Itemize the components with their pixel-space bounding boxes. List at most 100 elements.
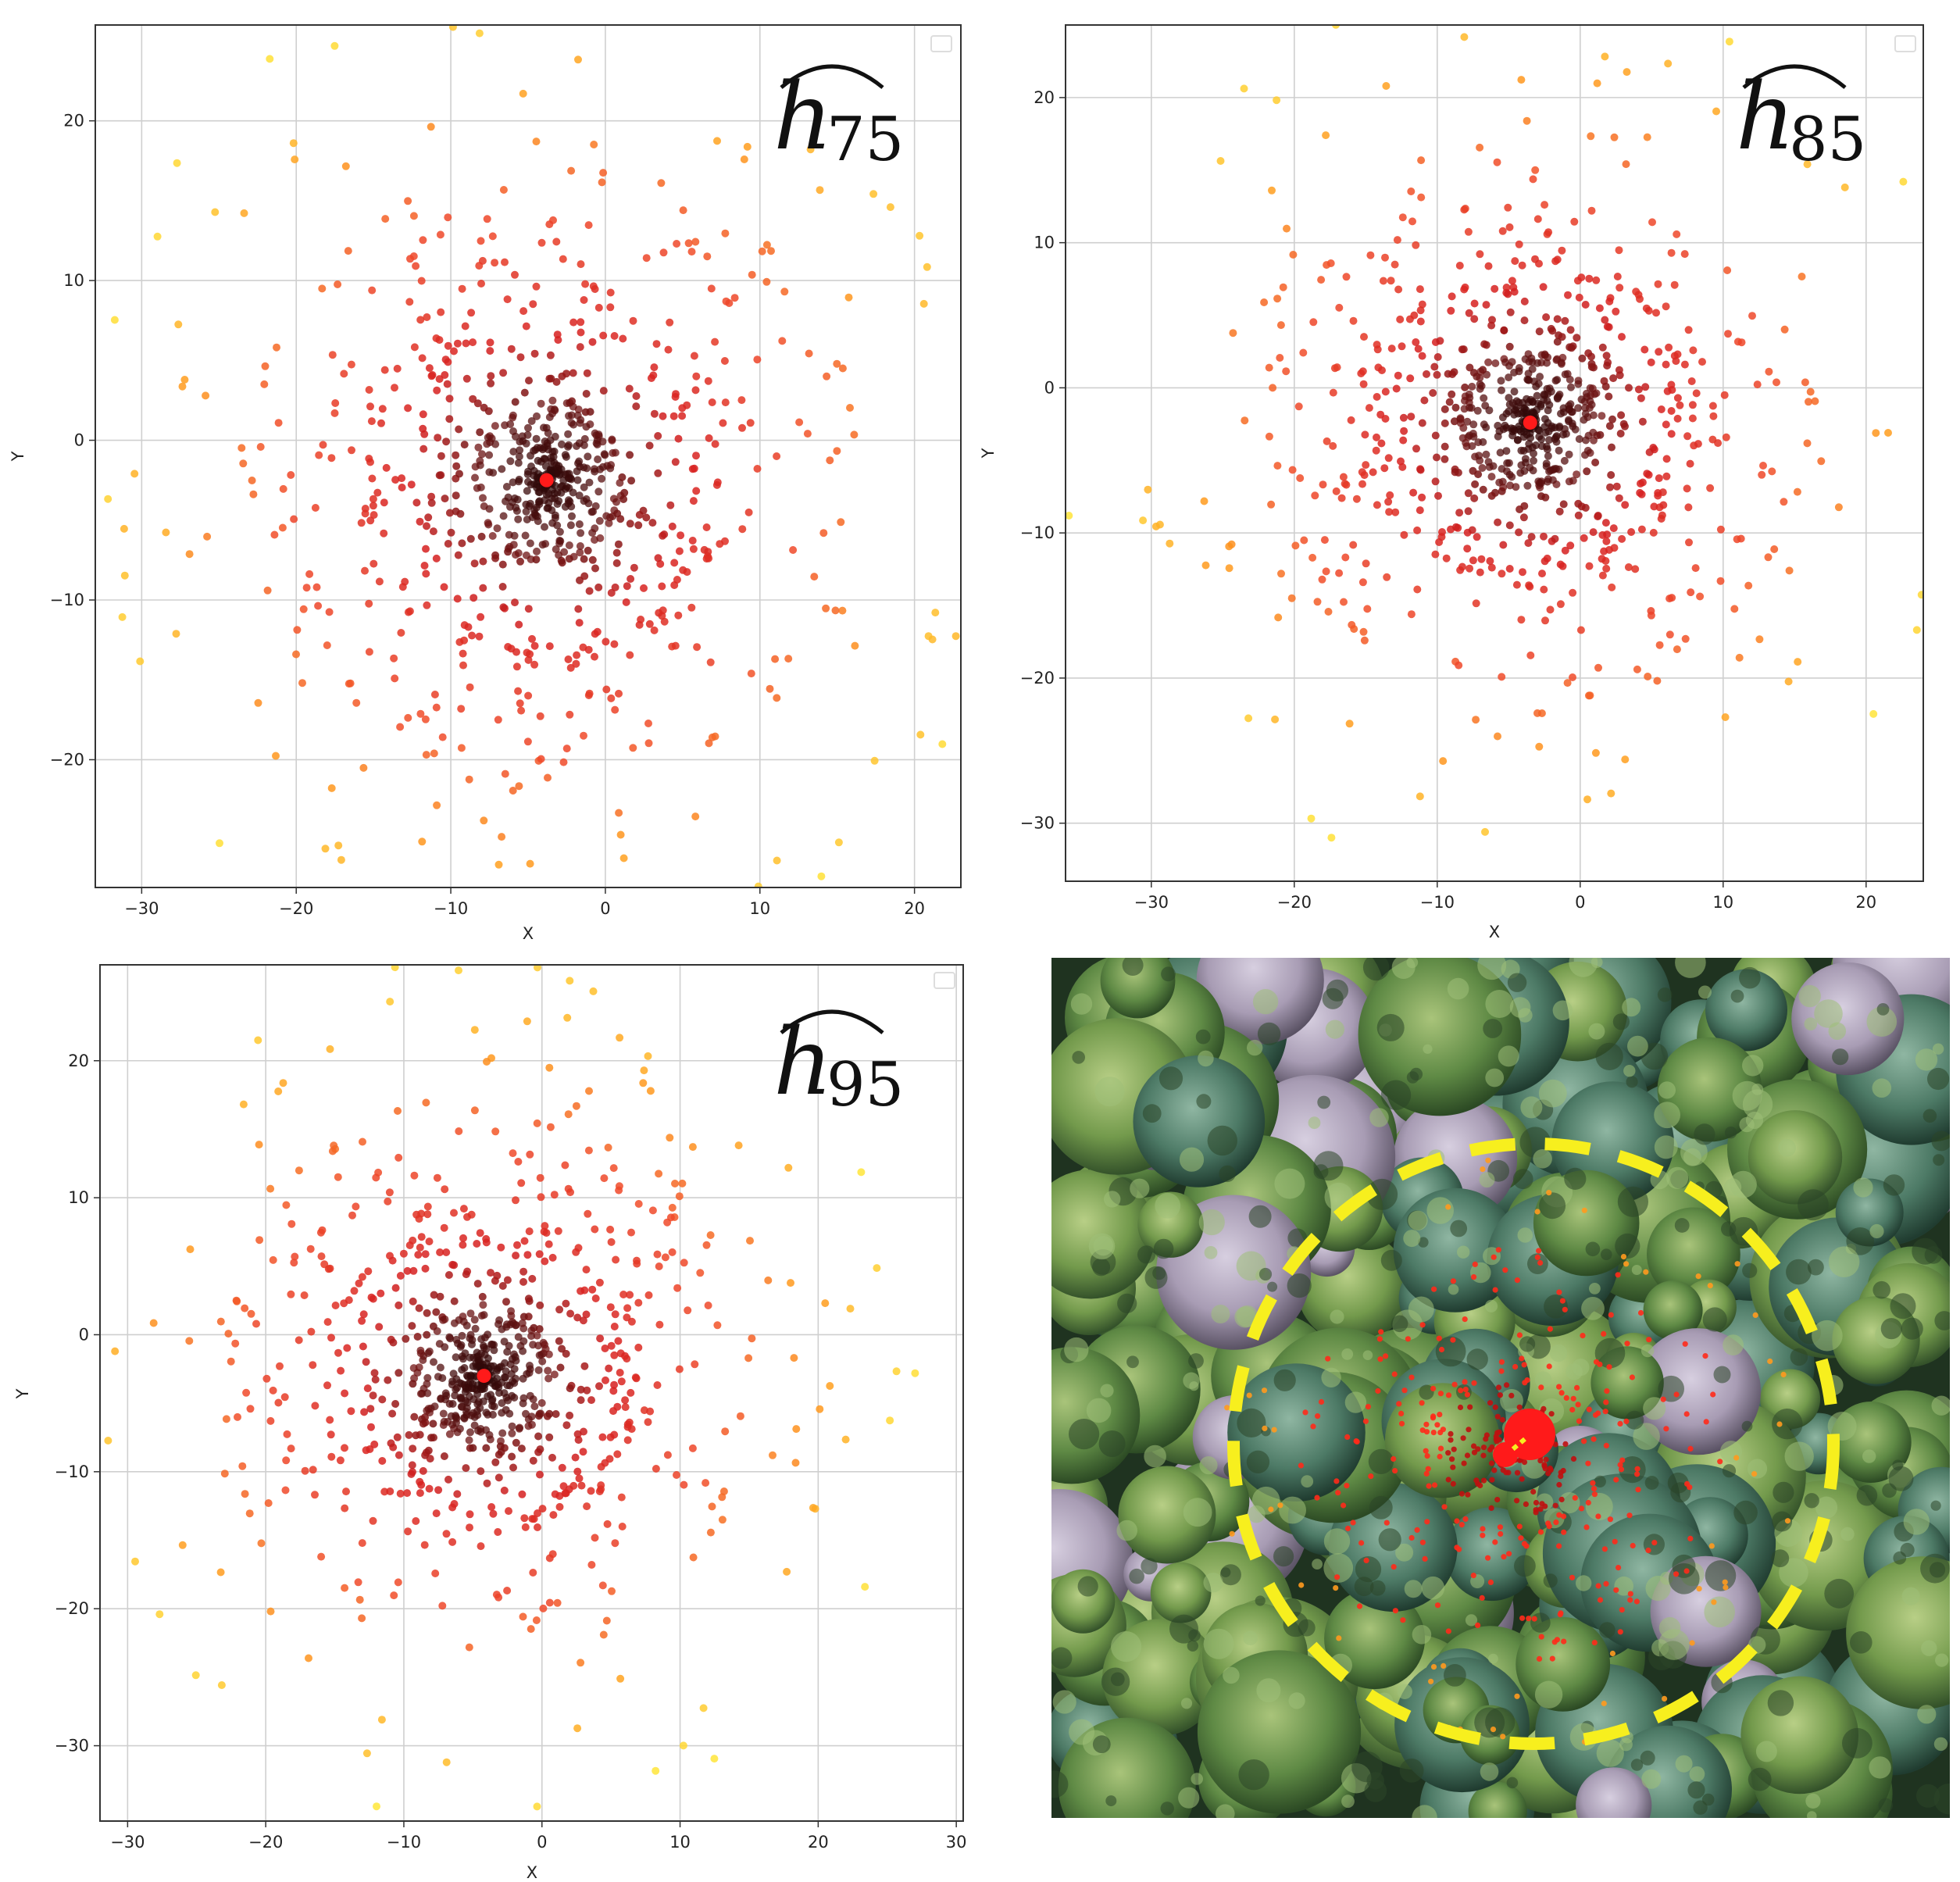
scatter-point-h95 — [414, 1251, 423, 1259]
scatter-point-h95 — [613, 1450, 622, 1459]
scatter-point-h85 — [1724, 330, 1732, 338]
scatter-point-h75 — [650, 626, 659, 634]
scatter-point-h85 — [1708, 402, 1717, 410]
scatter-point-h85 — [1525, 440, 1533, 448]
scatter-point-h95 — [696, 1269, 705, 1277]
scatter-point-h85 — [1335, 569, 1344, 577]
scatter-point-h75 — [361, 566, 369, 575]
photo-point — [1391, 1455, 1397, 1462]
scatter-point-h95 — [469, 1444, 477, 1452]
scatter-point-h85 — [1755, 635, 1764, 644]
scatter-point-h95 — [535, 1325, 544, 1334]
scatter-point-h95 — [503, 1348, 512, 1356]
scatter-point-h75 — [762, 241, 771, 249]
scatter-point-h95 — [548, 1253, 557, 1262]
scatter-point-h95 — [734, 1141, 743, 1150]
scatter-point-h75 — [664, 345, 673, 354]
scatter-point-h95 — [264, 1499, 273, 1507]
scatter-point-h75 — [648, 519, 657, 527]
scatter-point-h85 — [1609, 524, 1618, 533]
scatter-point-h75 — [293, 626, 302, 634]
scatter-point-h95 — [282, 1201, 291, 1209]
foliage-detail — [1581, 1297, 1605, 1320]
scatter-point-h95 — [410, 1374, 419, 1383]
scatter-point-h95 — [588, 1285, 597, 1294]
scatter-point-h95 — [509, 1463, 517, 1472]
scatter-point-h95 — [420, 1541, 429, 1549]
scatter-point-h95 — [245, 1509, 254, 1518]
foliage-detail — [1623, 1065, 1636, 1077]
scatter-point-h85 — [1463, 545, 1472, 553]
scatter-point-h95 — [610, 1351, 619, 1359]
scatter-point-h85 — [1494, 518, 1502, 527]
photo-point — [1485, 1157, 1491, 1163]
scatter-point-h95 — [857, 1168, 866, 1177]
foliage-detail — [1169, 1614, 1198, 1644]
y-tick-label-h75: 20 — [63, 112, 84, 130]
x-tick-label-h85: −30 — [1134, 893, 1169, 912]
scatter-point-h95 — [410, 1171, 419, 1180]
scatter-point-h75 — [516, 699, 524, 708]
scatter-point-h75 — [430, 691, 439, 698]
scatter-point-h85 — [1942, 420, 1950, 427]
scatter-point-h75 — [511, 598, 519, 607]
scatter-point-h95 — [491, 1127, 500, 1136]
scatter-point-h95 — [436, 1248, 444, 1256]
foliage-detail — [1916, 1784, 1940, 1808]
scatter-point-h75 — [744, 508, 753, 516]
scatter-point-h95 — [508, 1452, 516, 1461]
scatter-point-h85 — [1541, 616, 1549, 625]
scatter-point-h75 — [298, 679, 306, 687]
foliage-detail — [1544, 1295, 1568, 1319]
scatter-point-h95 — [527, 1327, 536, 1334]
scatter-point-h75 — [816, 186, 824, 195]
scatter-point-h85 — [1498, 386, 1505, 395]
scatter-point-h95 — [424, 1446, 433, 1455]
scatter-point-h85 — [1482, 301, 1491, 309]
foliage-detail — [1317, 1095, 1331, 1109]
scatter-point-h95 — [306, 1245, 315, 1253]
foliage-detail — [1488, 1653, 1498, 1664]
foliage-detail — [1368, 1448, 1394, 1474]
scatter-point-h95 — [409, 1445, 417, 1453]
photo-point — [1546, 1363, 1552, 1370]
scatter-point-h95 — [573, 1467, 582, 1476]
scatter-point-h75 — [778, 337, 787, 345]
photo-point — [1580, 1333, 1586, 1339]
scatter-point-h85 — [1577, 273, 1586, 282]
scatter-point-h85 — [1764, 553, 1773, 562]
scatter-point-h75 — [575, 491, 584, 500]
scatter-point-h95 — [479, 1301, 487, 1309]
scatter-point-h75 — [425, 364, 434, 373]
scatter-point-h75 — [605, 519, 613, 527]
scatter-point-h95 — [227, 1357, 235, 1366]
tree-crown — [1791, 962, 1905, 1076]
scatter-point-h85 — [1400, 530, 1408, 539]
scatter-point-h75 — [629, 744, 637, 752]
scatter-point-h95 — [405, 1241, 414, 1249]
scatter-point-h95 — [232, 1296, 241, 1305]
scatter-point-h75 — [687, 603, 696, 612]
scatter-point-h95 — [523, 1017, 531, 1026]
scatter-point-h75 — [656, 559, 665, 568]
scatter-point-h85 — [1899, 177, 1908, 186]
scatter-point-h85 — [1510, 387, 1519, 396]
scatter-point-h85 — [1515, 367, 1523, 376]
scatter-point-h85 — [1587, 401, 1596, 409]
foliage-detail — [1161, 966, 1176, 982]
scatter-point-h75 — [459, 661, 467, 670]
scatter-point-h75 — [511, 270, 519, 279]
scatter-point-h95 — [583, 1386, 591, 1395]
scatter-point-h95 — [661, 1253, 669, 1262]
scatter-point-h85 — [1504, 290, 1512, 298]
scatter-point-h85 — [1531, 166, 1540, 174]
scatter-point-h75 — [558, 440, 566, 448]
scatter-point-h95 — [606, 1225, 615, 1234]
scatter-point-h75 — [104, 495, 112, 503]
scatter-point-h95 — [632, 1374, 641, 1383]
scatter-point-h85 — [1608, 583, 1616, 591]
scatter-point-h85 — [1476, 250, 1484, 259]
scatter-point-h95 — [646, 1087, 655, 1095]
scatter-point-h95 — [328, 1147, 337, 1155]
